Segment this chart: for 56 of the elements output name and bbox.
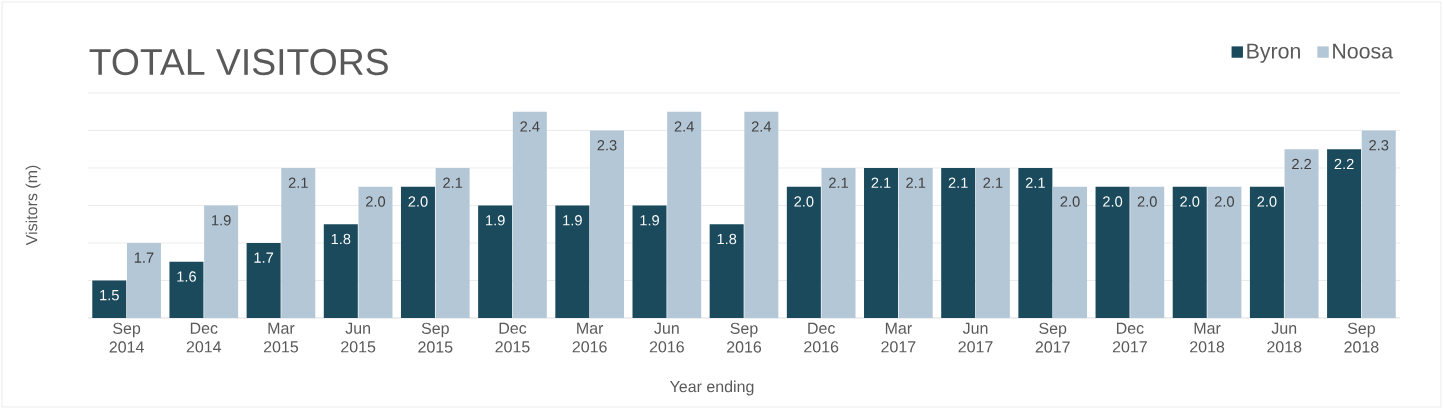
data-label: 2.0 <box>1137 196 1157 207</box>
data-label: 2.0 <box>1060 196 1080 207</box>
data-label: 2.4 <box>674 121 694 132</box>
y-axis-title: Visitors (m) <box>25 165 41 246</box>
data-label: 1.7 <box>134 252 154 263</box>
data-label: 2.1 <box>1025 177 1045 188</box>
legend-label: Byron <box>1247 43 1300 63</box>
data-label: 1.7 <box>254 252 274 263</box>
x-tick-label: Mar 2015 <box>263 322 299 353</box>
x-tick-label: Sep 2014 <box>109 322 144 353</box>
data-label: 2.4 <box>520 121 540 132</box>
x-tick-label: Dec 2014 <box>186 322 222 353</box>
data-label: 2.0 <box>1103 196 1123 207</box>
data-label: 2.1 <box>288 177 308 188</box>
chart-title: TOTAL VISITORS <box>89 48 388 76</box>
data-label: 2.2 <box>1292 158 1312 170</box>
data-label: 2.1 <box>948 177 968 188</box>
data-label: 2.2 <box>1334 158 1354 170</box>
data-label: 1.9 <box>563 215 582 226</box>
x-tick-label: Jun 2016 <box>649 322 684 353</box>
x-tick-label: Mar 2018 <box>1190 322 1225 353</box>
data-label: 2.1 <box>829 177 848 188</box>
x-tick-label: Sep 2018 <box>1344 322 1379 353</box>
data-label: 2.0 <box>366 196 386 207</box>
x-tick-label: Mar 2016 <box>572 322 607 353</box>
data-label: 1.9 <box>640 215 659 226</box>
x-tick-label: Jun 2017 <box>958 322 993 353</box>
data-label: 2.3 <box>597 140 617 151</box>
x-tick-label: Jun 2015 <box>341 322 376 353</box>
data-label: 2.0 <box>794 196 814 207</box>
data-label: 2.1 <box>906 177 926 188</box>
legend-label: Noosa <box>1333 43 1394 59</box>
data-label: 2.0 <box>1257 196 1277 207</box>
x-tick-label: Dec 2016 <box>804 322 839 353</box>
data-label: 2.0 <box>1180 196 1200 207</box>
data-label: 1.6 <box>177 271 196 282</box>
data-label: 1.8 <box>717 233 737 245</box>
data-label: 2.0 <box>408 196 428 207</box>
data-label: 1.5 <box>100 290 119 301</box>
data-label: 2.0 <box>1214 196 1234 207</box>
x-tick-label: Jun 2018 <box>1267 322 1302 353</box>
x-axis-title: Year ending <box>669 380 754 396</box>
x-tick-label: Sep 2015 <box>418 322 453 353</box>
x-tick-label: Dec 2017 <box>1112 322 1147 353</box>
x-tick-label: Dec 2015 <box>495 322 530 353</box>
data-label: 1.9 <box>486 215 505 226</box>
x-tick-label: Sep 2017 <box>1035 322 1070 353</box>
data-label: 1.9 <box>212 215 231 226</box>
data-label: 2.1 <box>871 177 891 188</box>
data-label: 2.3 <box>1369 140 1389 151</box>
data-label: 1.8 <box>331 233 351 245</box>
data-label: 2.1 <box>983 177 1003 188</box>
x-tick-label: Sep 2016 <box>727 322 762 353</box>
x-tick-label: Mar 2017 <box>881 322 916 353</box>
data-label: 2.1 <box>443 177 463 188</box>
data-label: 2.4 <box>751 121 772 132</box>
